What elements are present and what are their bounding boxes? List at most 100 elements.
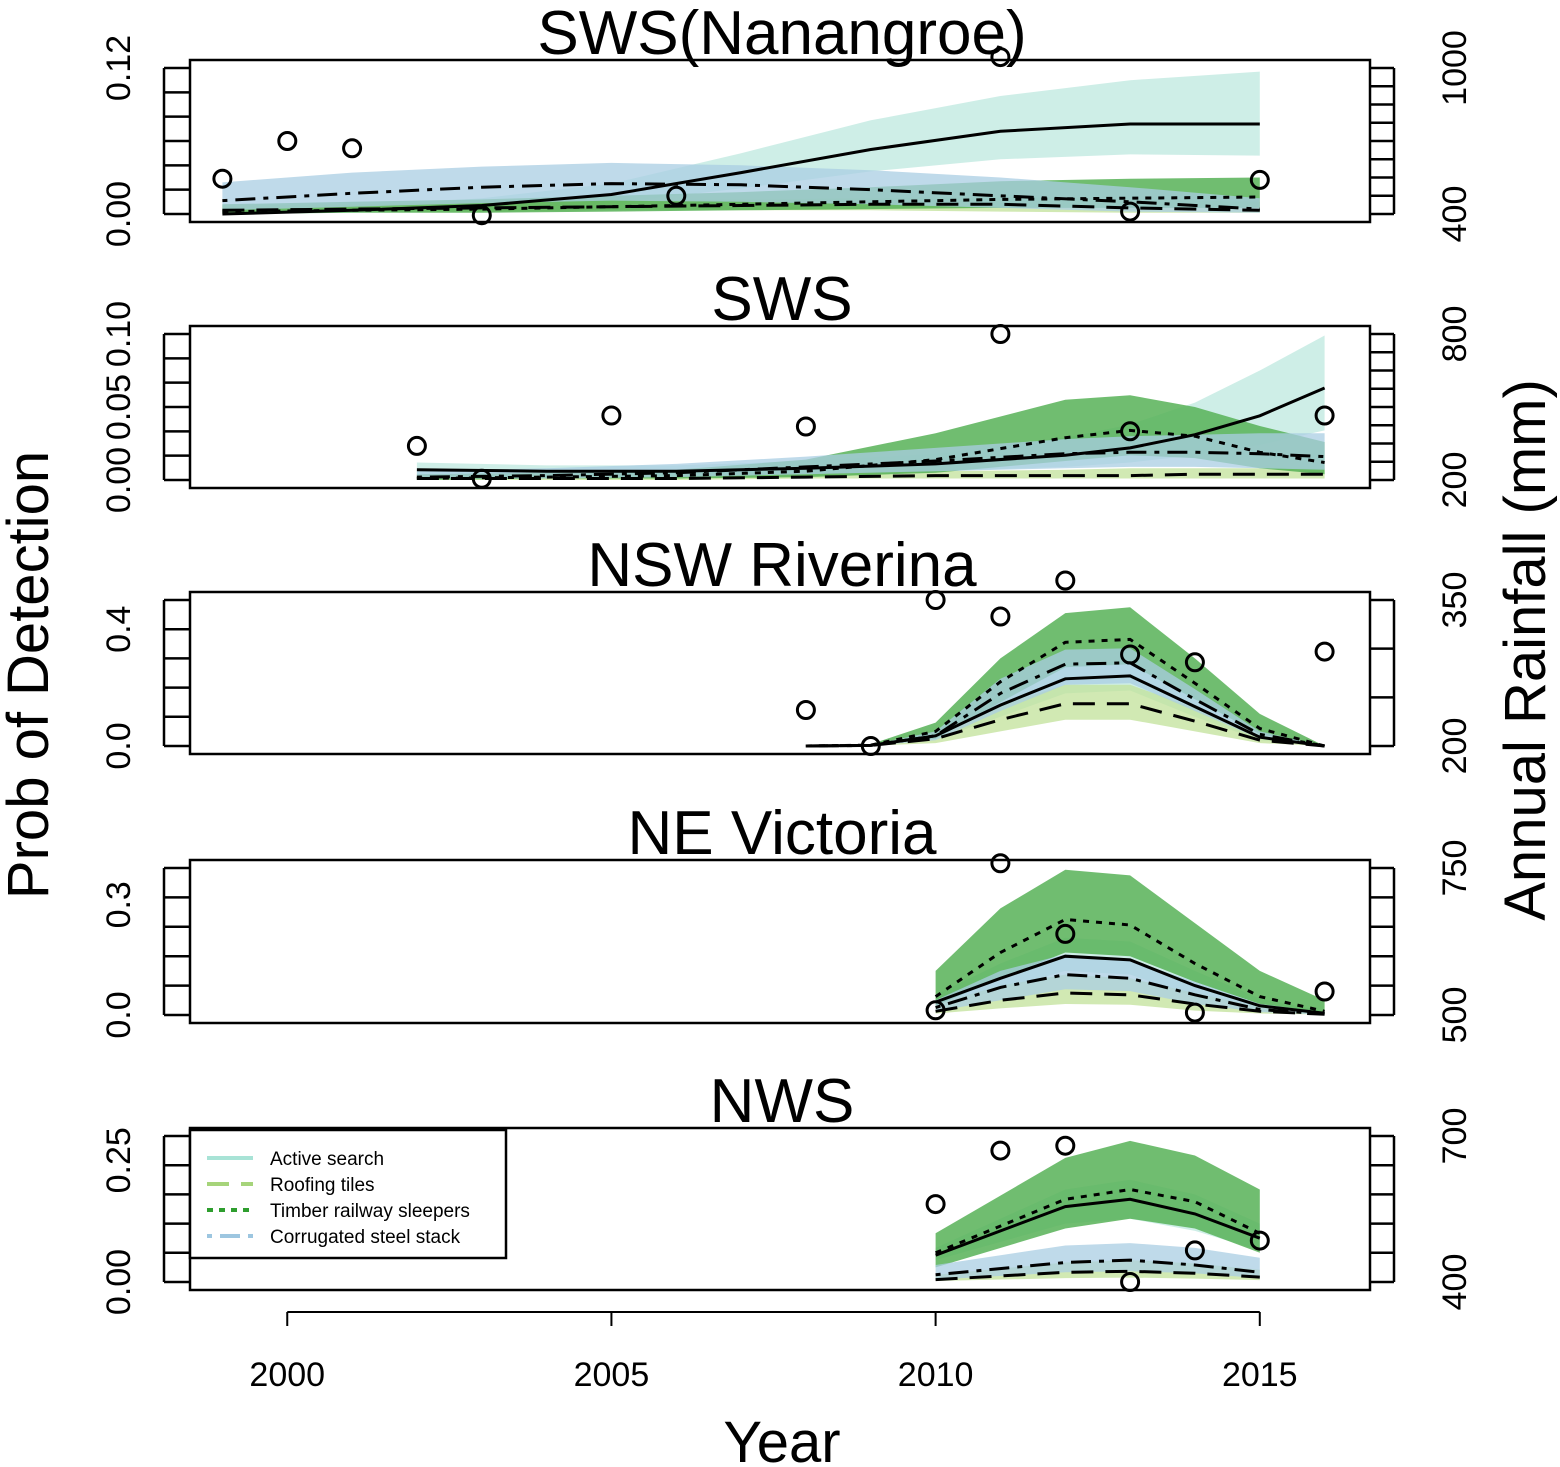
rainfall-point [925, 1000, 946, 1021]
rainfall-point [990, 853, 1011, 874]
line-active-search [935, 954, 1325, 1015]
rainfall-point [1055, 1135, 1076, 1156]
rainfall-point [342, 138, 363, 159]
band-corrugated-steel-stack [935, 1243, 1260, 1280]
legend-box [188, 1128, 508, 1260]
line-corrugated-steel-stack [805, 661, 1325, 748]
rain-tick-label: 700 [1436, 1108, 1474, 1165]
rain-tick-label: 200 [1436, 452, 1474, 509]
rainfall-point [795, 416, 816, 437]
rainfall-point [277, 131, 298, 151]
x-axis: 2000 2005 2010 2015 [249, 1311, 1298, 1394]
rainfall-point [212, 168, 233, 189]
band-roofing-tiles [805, 684, 1325, 746]
line-roofing-tiles [416, 472, 1325, 480]
panels: 0.00 0.12 400 1000 SWS(Nanangroe) 0.00 0.05 0.1… [100, 0, 1474, 1315]
line-corrugated-steel-stack [935, 973, 1325, 1016]
band-active-search [222, 71, 1260, 214]
rainfall-point [795, 700, 816, 720]
rainfall-point [990, 606, 1011, 627]
panel-5: 0.00 0.25 400 700 NWS [100, 1067, 1474, 1315]
panel-2: 0.00 0.05 0.10 200 800 SWS [100, 265, 1474, 513]
line-active-search [935, 1197, 1261, 1257]
band-timber-railway-sleepers [416, 395, 1325, 480]
rainfall-point [601, 405, 622, 426]
rainfall-point [1120, 644, 1141, 665]
band-corrugated-steel-stack [222, 162, 1260, 213]
line-roofing-tiles [935, 1269, 1260, 1282]
rainfall-point [925, 1194, 946, 1215]
panel-4: 0.0 0.3 500 750 NE Victoria [100, 799, 1474, 1043]
legend-label: Corrugated steel stack [270, 1227, 461, 1248]
y-axis-title-right: Annual Rainfall (mm) [1493, 379, 1558, 921]
y-tick-label: 0.25 [100, 1127, 138, 1193]
x-ticks: 2000 2005 2010 2015 [249, 1312, 1298, 1394]
x-tick-label: 2010 [898, 1356, 974, 1394]
rainfall-point [1184, 1240, 1205, 1261]
x-tick-label: 2015 [1222, 1356, 1298, 1394]
y-tick-label: 0.3 [100, 881, 138, 928]
rain-tick-label: 500 [1436, 987, 1474, 1044]
rainfall-point [471, 205, 492, 226]
rainfall-point [1120, 201, 1141, 222]
y-tick-label: 0.00 [100, 447, 138, 513]
rain-tick-label: 750 [1436, 840, 1474, 897]
x-tick-label: 2005 [574, 1356, 650, 1394]
y-tick-label: 0.0 [100, 991, 138, 1038]
band-timber-railway-sleepers [935, 869, 1325, 1014]
rain-tick-label: 400 [1436, 1254, 1474, 1311]
panel-title: SWS(Nanangroe) [537, 0, 1026, 68]
y-tick-label: 0.00 [100, 1249, 138, 1315]
panel-frame [188, 590, 1372, 756]
rainfall-point [1314, 981, 1335, 1002]
band-corrugated-steel-stack [935, 954, 1325, 1015]
rainfall-point [990, 324, 1011, 344]
band-corrugated-steel-stack [416, 433, 1325, 479]
y-tick-label: 0.00 [100, 181, 138, 247]
rainfall-point [1249, 169, 1270, 190]
rain-tick-label: 1000 [1436, 30, 1474, 106]
legend: Active search Roofing tiles Timber railway… [188, 1128, 508, 1260]
rainfall-point [406, 435, 427, 456]
y-axis-title-left: Prob of Detection [0, 451, 61, 899]
y-tick-label: 0.10 [100, 301, 138, 367]
panel-1: 0.00 0.12 400 1000 SWS(Nanangroe) [100, 0, 1474, 247]
rain-tick-label: 350 [1436, 572, 1474, 629]
rainfall-point [1249, 1230, 1270, 1251]
line-timber-railway-sleepers [416, 428, 1325, 480]
rainfall-point [1055, 923, 1076, 944]
rainfall-point [1314, 405, 1335, 426]
y-tick-label: 0.05 [100, 374, 138, 440]
panel-frame [188, 858, 1372, 1025]
rainfall-point [1184, 652, 1205, 673]
rainfall-point [1120, 421, 1141, 442]
rainfall-point [666, 185, 687, 206]
legend-label: Roofing tiles [270, 1175, 375, 1196]
x-axis-title: Year [723, 1410, 840, 1467]
line-roofing-tiles [935, 991, 1325, 1016]
rainfall-point [1184, 1002, 1205, 1023]
panel-title: NWS [710, 1067, 855, 1136]
line-timber-railway-sleepers [935, 1187, 1261, 1255]
y-tick-label: 0.0 [100, 722, 138, 769]
line-corrugated-steel-stack [416, 450, 1325, 479]
rain-tick-label: 200 [1436, 718, 1474, 775]
rainfall-point [1055, 570, 1076, 591]
panel-title: SWS [711, 265, 852, 334]
x-tick-label: 2000 [249, 1356, 325, 1394]
line-active-search [416, 386, 1326, 473]
panel-title: NE Victoria [628, 799, 937, 868]
line-timber-railway-sleepers [934, 917, 1325, 1013]
y-tick-label: 0.12 [100, 35, 138, 101]
line-corrugated-steel-stack [935, 1258, 1260, 1277]
rain-tick-label: 400 [1436, 186, 1474, 243]
rainfall-point [1314, 641, 1335, 662]
y-tick-label: 0.4 [100, 606, 138, 653]
panel-3: 0.0 0.4 200 350 NSW Riverina [100, 531, 1474, 774]
rain-tick-label: 800 [1436, 306, 1474, 363]
legend-label: Active search [270, 1149, 384, 1170]
legend-label: Timber railway sleepers [270, 1201, 470, 1222]
line-timber-railway-sleepers [222, 195, 1260, 214]
rainfall-point [990, 1140, 1011, 1161]
